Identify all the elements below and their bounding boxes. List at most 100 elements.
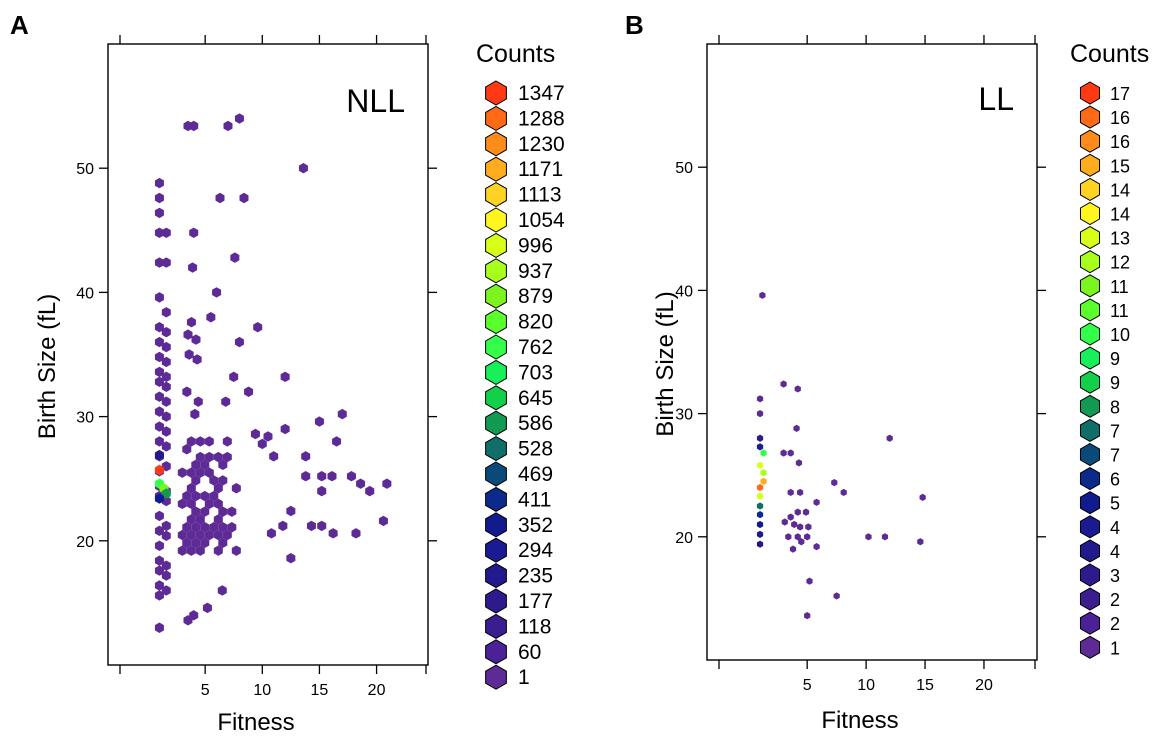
legend-label: 16 (1110, 108, 1130, 128)
points-layer (756, 291, 926, 620)
hex-bin (161, 520, 171, 532)
legend-label: 17 (1110, 84, 1130, 104)
hex-bin (161, 585, 171, 596)
hex-bin (346, 471, 356, 482)
hex-bin (200, 490, 210, 502)
hex-bin (218, 522, 228, 533)
hex-bin (177, 498, 187, 510)
hex-bin (813, 543, 820, 551)
legend-swatch (1079, 563, 1101, 587)
hex-bin (280, 371, 290, 383)
legend-swatch (1079, 467, 1101, 491)
legend-label: 762 (518, 336, 553, 359)
hex-bin-hot (154, 464, 164, 476)
hex-bin (253, 321, 263, 333)
legend-swatch (1079, 635, 1101, 659)
hex-bin (195, 467, 205, 478)
legend-label: 8 (1110, 397, 1120, 417)
hex-bin (206, 312, 216, 323)
hex-bin (191, 459, 201, 471)
x-axis-title: Fitness (821, 707, 898, 734)
legend-label: 177 (518, 590, 553, 613)
hex-bin (306, 520, 316, 532)
legend-label: 1113 (518, 184, 562, 207)
legend-label: 13 (1110, 229, 1130, 249)
hex-bin (787, 513, 794, 521)
hex-bin (840, 488, 847, 497)
hex-bin (204, 451, 214, 463)
y-axis-title: Birth Size (fL) (652, 291, 679, 436)
legend-swatch (485, 80, 507, 106)
hex-bin (239, 192, 249, 204)
legend-swatch (1079, 322, 1101, 346)
hex-bin (881, 533, 889, 541)
legend-swatch (485, 385, 507, 411)
hex-bin (789, 545, 797, 553)
legend-swatch (485, 207, 507, 233)
hex-bin (154, 391, 164, 402)
hex-bin (186, 529, 196, 541)
hex-bin (191, 506, 201, 517)
hex-bin (154, 540, 164, 551)
hex-bin (756, 410, 764, 418)
hex-bin (759, 291, 766, 299)
hex-bin (182, 522, 192, 533)
hex-bin (186, 436, 196, 447)
x-tick-label: 10 (857, 677, 875, 694)
hex-bin (269, 451, 279, 462)
hex-bin (796, 488, 804, 497)
legend-label: 15 (1110, 156, 1130, 176)
legend-swatch (1079, 394, 1101, 418)
hex-bin (218, 506, 228, 517)
hex-bin (161, 560, 171, 571)
hex-bin (154, 177, 164, 189)
hex-bin (154, 351, 164, 363)
hex-bin (796, 523, 804, 531)
hex-bin (337, 408, 347, 420)
hex-bin (756, 492, 764, 500)
plot-frame (107, 43, 429, 666)
legend-swatch (1079, 153, 1101, 177)
legend-label: 703 (518, 361, 553, 384)
legend-swatch (485, 486, 507, 512)
hex-bin (865, 533, 872, 541)
hex-bin (161, 257, 171, 268)
hex-bin (327, 471, 337, 482)
legend-label: 294 (518, 539, 553, 562)
hex-bin (780, 449, 787, 457)
hex-bin (213, 498, 223, 510)
hex-bin (756, 483, 764, 492)
hex-bin (756, 511, 764, 519)
legend-label: 3 (1110, 566, 1120, 586)
legend-label: 10 (1110, 325, 1130, 345)
legend-swatch (1079, 611, 1101, 635)
x-axis-title: Fitness (217, 709, 294, 736)
hex-bin (791, 520, 798, 529)
hex-bin (760, 469, 767, 477)
legend-label: 1054 (518, 209, 565, 232)
legend-swatch (1079, 346, 1101, 370)
legend-swatch (1079, 515, 1101, 539)
hex-bin (794, 508, 801, 516)
hex-bin (806, 577, 813, 585)
legend-swatch (485, 639, 507, 665)
legend-swatch (1079, 539, 1101, 563)
legend-label: 12 (1110, 253, 1130, 273)
hex-bin (813, 498, 820, 506)
hex-bin (195, 436, 205, 447)
x-tick-label: 20 (368, 682, 386, 699)
hex-bin (154, 366, 164, 378)
hex-bin (756, 395, 764, 403)
hex-bin (332, 436, 342, 447)
hex-bin (195, 514, 205, 525)
x-tick-label: 20 (975, 677, 993, 694)
hex-bin (161, 396, 171, 407)
hex-bin (154, 292, 164, 303)
hex-bin (227, 506, 237, 517)
hex-bin (161, 530, 171, 542)
hex-bin (756, 461, 764, 469)
chart-panel-a: 5 10 15 20 20 30 40 50 Fitness Birth Size (fL) NLL… (34, 35, 565, 736)
legend-swatch (485, 359, 507, 385)
legend-label: 820 (518, 311, 553, 334)
